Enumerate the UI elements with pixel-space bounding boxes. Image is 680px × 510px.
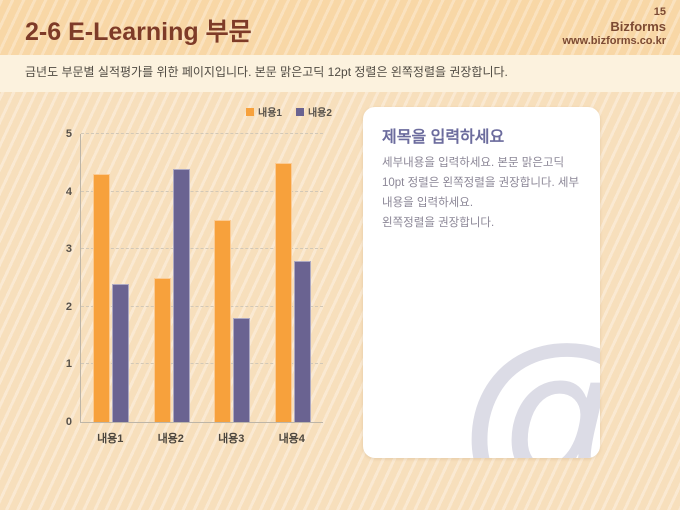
slide-subtitle: 금년도 부문별 실적평가를 위한 페이지입니다. 본문 맑은고딕 12pt 정렬… (25, 65, 508, 79)
x-tick-label-내용1: 내용1 (97, 433, 124, 445)
header-meta: 15 Bizforms www.bizforms.co.kr (562, 6, 666, 48)
x-tick-label-내용4: 내용4 (278, 433, 305, 445)
chart-legend: 내용1 내용2 (246, 104, 332, 119)
legend-swatch (246, 107, 254, 116)
y-tick-label-1: 1 (65, 358, 72, 371)
bar-group-내용4 (263, 134, 324, 422)
y-tick-label-0: 0 (65, 416, 72, 428)
card-title: 제목을 입력하세요 (382, 129, 505, 146)
card-paragraph-2: 왼쪽정렬을 권장합니다. (382, 217, 495, 229)
content-card: 제목을 입력하세요 세부내용을 입력하세요. 본문 맑은고딕 10pt 정렬은 … (363, 107, 600, 458)
card-body: 세부내용을 입력하세요. 본문 맑은고딕 10pt 정렬은 왼쪽정렬을 권장합니… (382, 153, 583, 233)
x-tick-label-내용2: 내용2 (157, 433, 184, 445)
bar-내용3-내용2 (233, 318, 251, 422)
bar-내용3-내용1 (214, 220, 232, 422)
chart-y-axis-labels: 0 1 2 3 4 5 (40, 128, 72, 428)
legend-item-내용2: 내용2 (295, 104, 332, 119)
page-title: 2-6 E-Learning 부문 (25, 18, 252, 46)
chart-plot (80, 133, 324, 423)
legend-label: 내용1 (258, 108, 282, 119)
at-sign-watermark: @ (457, 320, 600, 459)
x-tick-label-내용3: 내용3 (218, 433, 245, 445)
header-band: 2-6 E-Learning 부문 15 Bizforms www.bizfor… (0, 0, 680, 55)
gridline-4 (81, 190, 323, 192)
bar-내용4-내용2 (293, 260, 311, 422)
y-tick-label-4: 4 (65, 185, 72, 198)
bar-내용2-내용1 (153, 278, 171, 422)
gridline-1 (81, 363, 323, 365)
gridline-5 (81, 133, 323, 134)
page-number: 15 (653, 6, 666, 18)
bar-내용4-내용1 (274, 162, 292, 422)
bar-group-내용1 (81, 134, 142, 422)
bar-내용1-내용1 (93, 174, 111, 422)
chart-x-axis-labels: 내용1 내용2 내용3 내용4 (80, 430, 322, 446)
legend-label: 내용2 (307, 108, 332, 119)
y-tick-label-3: 3 (65, 243, 72, 256)
legend-swatch (295, 107, 304, 116)
gridline-3 (81, 248, 323, 250)
y-tick-label-5: 5 (65, 128, 72, 140)
brand-url: www.bizforms.co.kr (562, 34, 666, 47)
brand-name: Bizforms (610, 19, 666, 35)
subtitle-strip: 금년도 부문별 실적평가를 위한 페이지입니다. 본문 맑은고딕 12pt 정렬… (0, 55, 680, 92)
bar-내용2-내용2 (172, 168, 190, 422)
bar-내용1-내용2 (112, 283, 130, 422)
gridline-2 (81, 305, 323, 307)
card-paragraph-1: 세부내용을 입력하세요. 본문 맑은고딕 10pt 정렬은 왼쪽정렬을 권장합니… (382, 157, 580, 209)
bar-group-내용3 (202, 134, 263, 422)
legend-item-내용1: 내용1 (246, 104, 282, 119)
y-tick-label-2: 2 (65, 300, 72, 313)
bar-group-내용2 (142, 134, 203, 422)
